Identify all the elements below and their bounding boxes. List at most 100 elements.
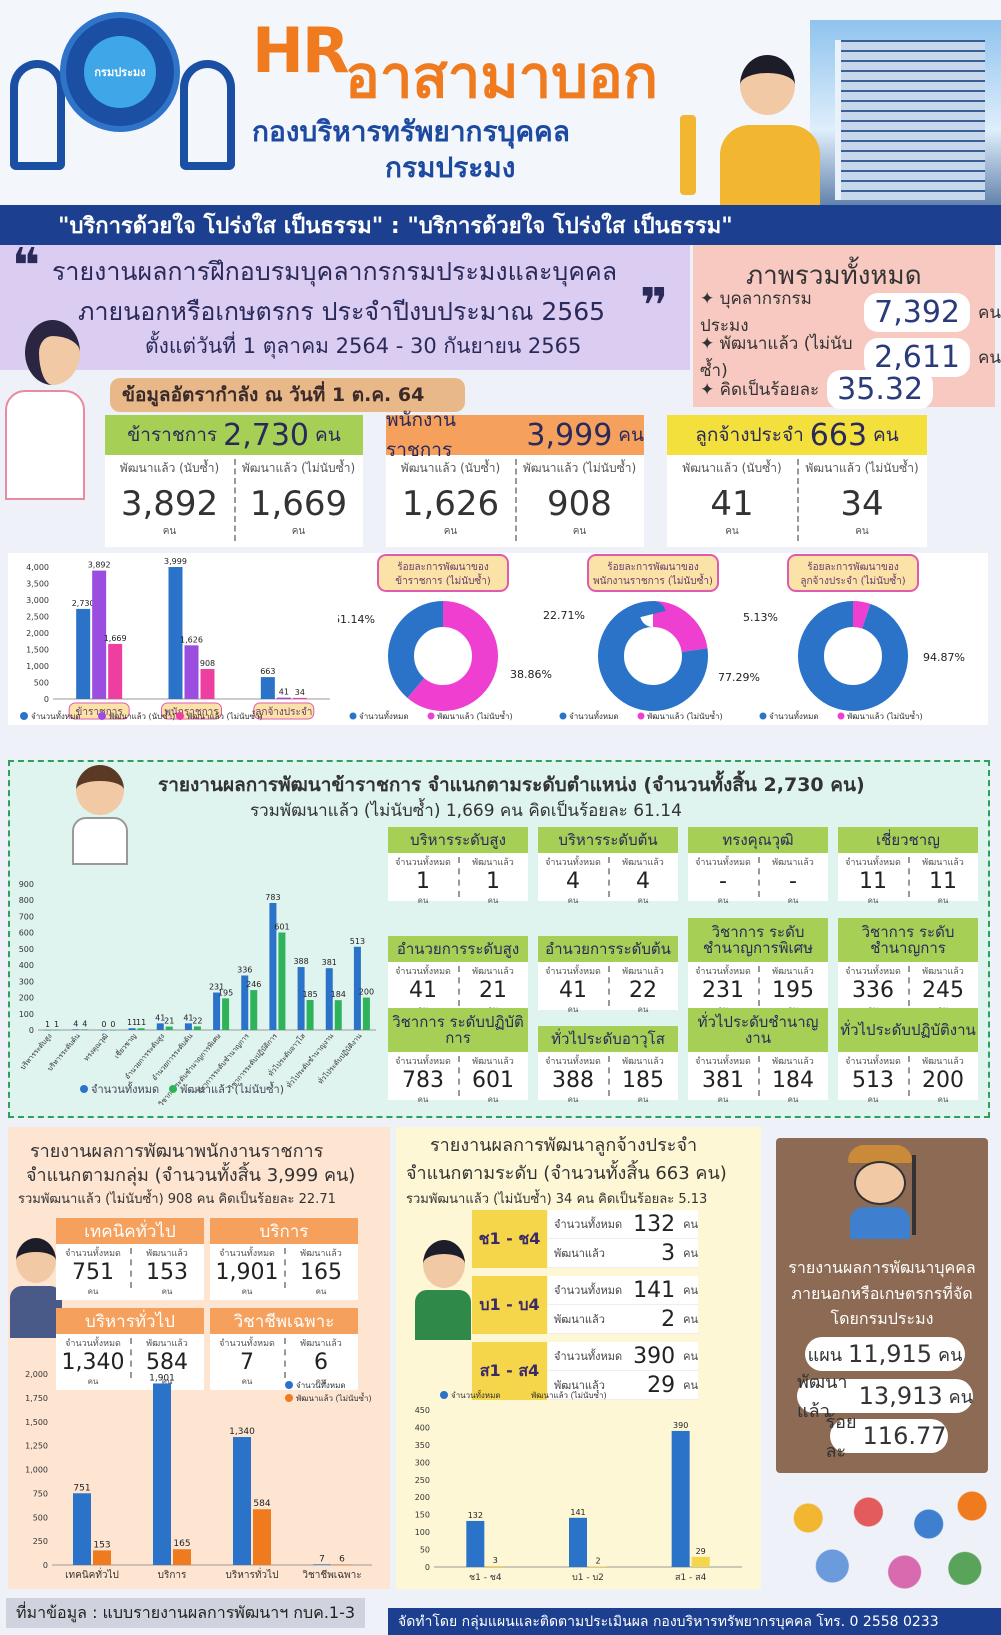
unit-label: คน xyxy=(683,1218,698,1231)
category-box xyxy=(253,702,315,720)
external-developed-pill: พัฒนาแล้ว 13,913 คน xyxy=(797,1372,973,1422)
col-label: พัฒนาแล้ว xyxy=(472,1057,514,1067)
y-tick-label: 600 xyxy=(19,929,34,938)
level-name: วิชาการ ระดับปฏิบัติการ xyxy=(388,1008,528,1052)
donut-slice xyxy=(598,601,708,711)
level-developed: พัฒนาแล้ว 200 คน xyxy=(908,1054,978,1106)
col-label: จำนวนทั้งหมด xyxy=(845,858,901,868)
data-label: 185 xyxy=(302,990,317,999)
dev-value: 200 xyxy=(922,1068,964,1093)
col-label: จำนวนทั้งหมด xyxy=(395,1057,451,1067)
col-label: พัฒนาแล้ว xyxy=(472,858,514,868)
logo-inner: กรมประมง xyxy=(84,36,156,108)
total-value: 141 xyxy=(633,1277,676,1303)
contract-bar-chart: 0 50 100 150 200 250 300 350 400 450 132 3 ช1 - ช4 14… xyxy=(415,1390,742,1583)
donut-title-box xyxy=(787,554,919,592)
data-label: 513 xyxy=(350,937,365,946)
total-value: - xyxy=(719,869,727,894)
bar xyxy=(333,1564,351,1565)
level-total: จำนวนทั้งหมด 4 คน xyxy=(538,855,608,907)
title-hr: HR xyxy=(252,14,350,87)
level-card: ทั่วไประดับปฏิบัติงาน จำนวนทั้งหมด 513 คน พั… xyxy=(838,1008,978,1104)
dev-value: 11 xyxy=(929,869,957,894)
y-tick-label: 450 xyxy=(415,1406,430,1415)
bar xyxy=(313,1564,331,1565)
bar xyxy=(241,975,249,1030)
dev-value: 165 xyxy=(300,1260,342,1285)
unit-label: คน xyxy=(717,896,729,905)
col-label: พัฒนาแล้ว xyxy=(622,1057,664,1067)
col-label: จำนวนทั้งหมด xyxy=(395,858,451,868)
level-name: ทั่วไประดับอาวุโส xyxy=(538,1026,678,1052)
officials-title: รายงานผลการพัฒนาข้าราชการ จำแนกตามระดับต… xyxy=(158,774,865,796)
unit-label: คน xyxy=(637,1095,649,1104)
bar xyxy=(92,570,107,699)
divider xyxy=(458,1056,460,1096)
bar xyxy=(253,1509,271,1565)
divider xyxy=(908,966,910,1006)
dev-value: 245 xyxy=(922,978,964,1003)
card-col: พัฒนาแล้ว (ไม่นับซ้ำ) 34 คน xyxy=(805,461,919,537)
category-label: ช1 - ช4 xyxy=(469,1573,502,1583)
col-label: จำนวนทั้งหมด xyxy=(219,1339,275,1349)
total-value: 41 xyxy=(559,978,587,1003)
level-developed: พัฒนาแล้ว - คน xyxy=(758,855,828,907)
dev-value: 6 xyxy=(314,1350,328,1375)
row-label: จำนวนทั้งหมด xyxy=(554,1218,623,1231)
data-label: 11 xyxy=(136,1018,146,1027)
data-label: 6 xyxy=(339,1554,345,1564)
divider xyxy=(130,1338,132,1378)
legend-dot xyxy=(440,1391,448,1399)
rank-label: ช1 - ช4 xyxy=(472,1210,547,1268)
category-label: บริหารทั่วไป xyxy=(226,1567,279,1581)
bar xyxy=(100,1030,108,1031)
bar xyxy=(193,1026,201,1030)
unit-label: คน xyxy=(683,1313,698,1326)
bar xyxy=(153,1383,171,1565)
unit-label: คน xyxy=(87,1377,99,1386)
bar xyxy=(222,998,230,1030)
unit-label: คน xyxy=(683,1247,698,1260)
col-label: พัฒนาแล้ว xyxy=(622,858,664,868)
slice-label: 94.87% xyxy=(923,651,965,664)
level-body: จำนวนทั้งหมด 513 คน พัฒนาแล้ว 200 คน xyxy=(838,1052,978,1104)
bar xyxy=(168,567,183,699)
level-name: วิชาการ ระดับ ชำนาญการพิเศษ xyxy=(688,918,828,962)
employees-subtitle: รวมพัฒนาแล้ว (ไม่นับซ้ำ) 908 คน คิดเป็นร… xyxy=(18,1192,336,1207)
category-label: ข้าราชการ xyxy=(76,706,124,718)
card-header: ลูกจ้างประจำ 663 คน xyxy=(667,415,927,455)
report-title-line1: รายงานผลการฝึกอบรมบุคลากรกรมประมงและบุคค… xyxy=(52,257,618,286)
total-value: 388 xyxy=(552,1068,594,1093)
total-value: 381 xyxy=(702,1068,744,1093)
unit-label: คน xyxy=(717,1095,729,1104)
level-card: อำนวยการระดับสูงจำนวนทั้งหมด41คนพัฒนาแล้… xyxy=(388,936,528,1014)
bar xyxy=(81,1029,89,1030)
y-tick-label: 1,250 xyxy=(25,1442,48,1451)
donut-title: พนักงานราชการ (ไม่นับซ้ำ) xyxy=(593,573,713,587)
force-data-label: ข้อมูลอัตรากำลัง ณ วันที่ 1 ต.ค. 64 xyxy=(110,378,465,412)
bar xyxy=(44,1029,52,1031)
bar xyxy=(297,967,305,1030)
unit-label: คน xyxy=(315,1287,327,1296)
legend-label: พัฒนาแล้ว (นับซ้ำ) xyxy=(109,710,175,721)
col-label: จำนวนทั้งหมด xyxy=(395,967,451,977)
bar xyxy=(156,1023,164,1030)
unit-label: คน xyxy=(487,896,499,905)
data-label: 3,892 xyxy=(88,561,111,570)
level-card: อำนวยการระดับต้น จำนวนทั้งหมด 41 คน พัฒนาแล้… xyxy=(538,936,678,1014)
level-card: เชี่ยวชาญ จำนวนทั้งหมด 11 คน พัฒนาแล้ว 11 คน xyxy=(838,827,978,905)
summary-bar-chart: 0 500 1,000 1,500 2,000 2,500 3,000 3,500 4,000 2… xyxy=(20,557,330,721)
bar xyxy=(260,677,275,699)
col-label: พัฒนาแล้ว xyxy=(622,967,664,977)
col-label: พัฒนาแล้ว xyxy=(300,1339,342,1349)
level-body: จำนวนทั้งหมด336คนพัฒนาแล้ว245คน xyxy=(838,962,978,1014)
dev-value: 29 xyxy=(647,1372,676,1398)
legend-label: พัฒนาแล้ว (ไม่นับซ้ำ) xyxy=(647,710,723,721)
farmer-fisher-icon xyxy=(838,1145,928,1240)
col-label: พัฒนาแล้ว xyxy=(922,858,964,868)
col-label: พัฒนาแล้ว xyxy=(300,1249,342,1259)
col-label: จำนวนทั้งหมด xyxy=(65,1339,121,1349)
group-card: เทคนิคทั่วไป จำนวนทั้งหมด 751 คน พัฒนาแล้ว 15… xyxy=(56,1218,204,1300)
level-body: จำนวนทั้งหมด231คนพัฒนาแล้ว195คน xyxy=(688,962,828,1014)
